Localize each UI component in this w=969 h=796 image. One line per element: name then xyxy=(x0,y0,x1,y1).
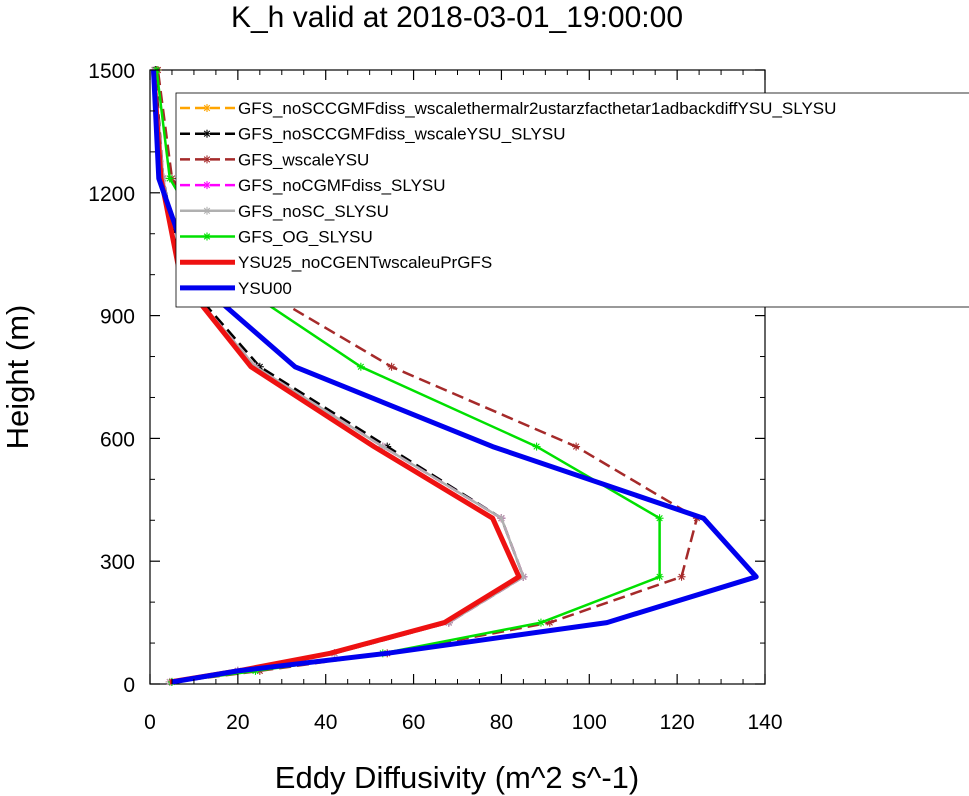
x-tick-label: 0 xyxy=(144,711,156,734)
data-point-marker xyxy=(677,572,686,581)
legend-label: GFS_noCGMFdiss_SLYSU xyxy=(238,176,446,195)
legend-marker xyxy=(203,104,211,112)
x-tick-label: 20 xyxy=(226,711,249,734)
y-tick-label: 600 xyxy=(100,428,135,451)
data-point-marker xyxy=(497,514,506,523)
y-tick-label: 900 xyxy=(100,306,135,329)
data-point-marker xyxy=(536,618,545,627)
x-tick-label: 140 xyxy=(747,711,782,734)
legend-entry-5: GFS_noSC_SLYSU xyxy=(180,202,389,221)
x-tick-label: 40 xyxy=(314,711,337,734)
series-7 xyxy=(151,69,522,685)
legend-label: YSU25_noCGENTwscaleuPrGFS xyxy=(238,253,492,272)
series-line xyxy=(151,69,522,685)
data-point-marker xyxy=(356,362,365,371)
legend-entry-8: YSU00 xyxy=(180,279,292,298)
x-tick-label: 120 xyxy=(660,711,695,734)
legend-label: GFS_noSCCGMFdiss_wscalethermalr2ustarzfa… xyxy=(238,99,836,118)
legend-entry-1: GFS_noSCCGMFdiss_wscalethermalr2ustarzfa… xyxy=(180,99,836,118)
x-axis-label: Eddy Diffusivity (m^2 s^-1) xyxy=(275,760,639,795)
axis-tick-labels: 0 20 40 60 80 100 120 140 0 300 600 900 1200 1500 xyxy=(88,60,782,734)
y-axis-label: Height (m) xyxy=(0,305,35,450)
x-tick-label: 60 xyxy=(402,711,425,734)
legend-marker xyxy=(203,206,211,215)
y-tick-label: 1500 xyxy=(88,60,135,83)
data-point-marker xyxy=(572,442,581,451)
data-point-marker xyxy=(387,362,396,371)
data-point-marker xyxy=(165,174,174,183)
legend-marker xyxy=(203,129,211,138)
legend-entry-4: GFS_noCGMFdiss_SLYSU xyxy=(180,176,446,195)
legend-entry-3: GFS_wscaleYSU xyxy=(180,150,369,169)
y-tick-label: 0 xyxy=(123,674,135,697)
legend-entry-7: YSU25_noCGENTwscaleuPrGFS xyxy=(180,253,492,272)
legend-marker xyxy=(203,155,211,164)
x-tick-label: 100 xyxy=(572,711,607,734)
legend-label: GFS_noSCCGMFdiss_wscaleYSU_SLYSU xyxy=(238,125,566,144)
legend-label: GFS_noSC_SLYSU xyxy=(238,202,389,221)
x-tick-label: 80 xyxy=(490,711,513,734)
data-point-marker xyxy=(532,442,541,451)
legend-label: GFS_OG_SLYSU xyxy=(238,228,373,247)
chart-title: K_h valid at 2018-03-01_19:00:00 xyxy=(231,1,683,34)
data-point-marker xyxy=(655,514,664,523)
legend-marker xyxy=(203,232,211,241)
legend-entry-2: GFS_noSCCGMFdiss_wscaleYSU_SLYSU xyxy=(180,125,566,144)
y-tick-label: 300 xyxy=(100,551,135,574)
data-point-marker xyxy=(655,572,664,581)
legend-label: YSU00 xyxy=(238,279,292,298)
legend: GFS_noSCCGMFdiss_wscalethermalr2ustarzfa… xyxy=(175,92,969,308)
legend-label: GFS_wscaleYSU xyxy=(238,150,369,169)
legend-box xyxy=(175,92,969,308)
legend-entry-6: GFS_OG_SLYSU xyxy=(180,228,373,247)
y-tick-label: 1200 xyxy=(88,183,135,206)
legend-marker xyxy=(203,181,211,190)
